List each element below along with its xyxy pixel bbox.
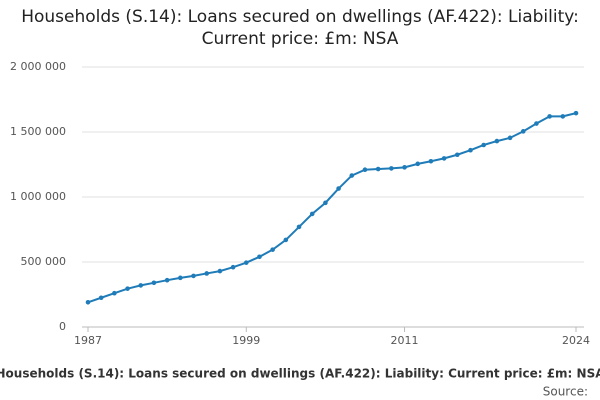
point [217,268,223,274]
point [428,158,434,164]
point [560,114,566,119]
point [415,161,421,167]
point [349,173,355,178]
point [507,135,513,141]
point [375,166,381,172]
point [125,286,130,291]
y-tick-label: 1 000 000 [10,190,66,203]
line [87,112,577,304]
caption: Households (S.14): Loans secured on dwel… [0,367,600,381]
x-tick-label: 2024 [562,334,590,347]
y-tick-label: 2 000 000 [10,60,66,73]
point [257,254,262,260]
y-tick-label: 0 [59,320,66,333]
point [573,110,579,116]
point [270,247,275,252]
point [164,277,170,283]
y-tick-label: 500 000 [21,255,67,268]
point [323,200,328,206]
point [468,147,473,153]
y-tick-label: 1 500 000 [10,125,66,138]
point [547,114,552,119]
point [151,280,157,286]
point [243,260,249,265]
x-tick-label: 1999 [232,334,260,347]
chart-title: Households (S.14): Loans secured on dwel… [21,7,579,49]
point [112,290,117,296]
point [494,138,500,144]
x-tick-label: 1987 [74,334,102,347]
point [85,300,91,305]
point [230,264,236,270]
point [178,275,183,281]
point [402,165,407,170]
point [98,295,104,301]
point [389,166,394,171]
point [454,152,460,158]
title-box: Households (S.14): Loans secured on dwel… [21,7,579,49]
point [362,167,368,172]
point [138,283,144,288]
point [309,211,315,217]
point [441,156,447,161]
x-tick-label: 2011 [391,334,419,347]
point [191,273,196,279]
point [283,237,289,243]
point [534,121,539,126]
point [481,142,486,148]
point [296,224,302,230]
point [520,129,526,134]
source: Source: [543,385,588,399]
point [204,271,210,276]
point [336,186,341,191]
